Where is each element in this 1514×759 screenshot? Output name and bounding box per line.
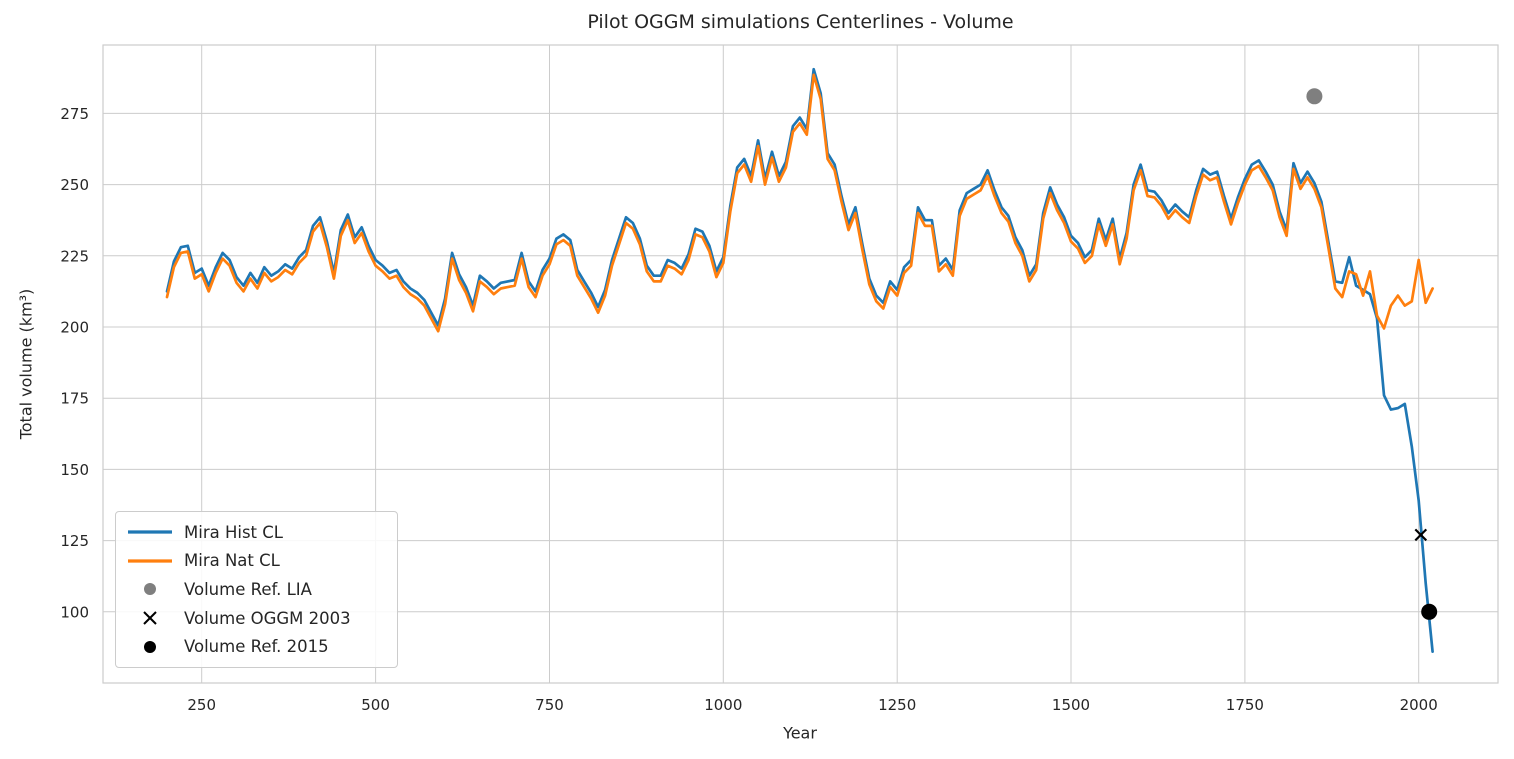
legend-x-swatch-black — [122, 608, 184, 628]
line-mira-nat-cl — [165, 73, 1434, 333]
y-tick-label-100: 100 — [60, 603, 89, 621]
x-tick-label-2000: 2000 — [1400, 696, 1438, 714]
legend-circle-swatch-black — [122, 637, 184, 657]
x-tick-label-1500: 1500 — [1052, 696, 1090, 714]
legend-circle-swatch-gray — [122, 579, 184, 599]
marker-volume-oggm-2003 — [1414, 528, 1428, 542]
legend-item-volume-oggm-2003: Volume OGGM 2003 — [122, 604, 393, 632]
x-tick-label-1750: 1750 — [1226, 696, 1264, 714]
legend-label: Volume Ref. LIA — [184, 579, 312, 599]
legend-item-volume-ref-lia: Volume Ref. LIA — [122, 575, 393, 603]
x-tick-label-250: 250 — [187, 696, 216, 714]
legend-item-mira-nat-cl: Mira Nat CL — [122, 547, 393, 575]
y-tick-label-150: 150 — [60, 461, 89, 479]
chart-title: Pilot OGGM simulations Centerlines - Vol… — [587, 11, 1014, 33]
marker-volume-ref-2015 — [1421, 603, 1438, 620]
legend-item-volume-ref-2015: Volume Ref. 2015 — [122, 633, 393, 661]
legend: Mira Hist CL Mira Nat CL Volume Ref. LIA… — [115, 511, 398, 668]
plot-border — [102, 44, 1499, 684]
y-tick-label-200: 200 — [60, 319, 89, 337]
legend-item-mira-hist-cl: Mira Hist CL — [122, 518, 393, 546]
legend-label: Mira Hist CL — [184, 522, 283, 542]
line-mira-hist-cl — [165, 67, 1434, 654]
x-mark-line — [1414, 528, 1428, 542]
y-tick-label-125: 125 — [60, 532, 89, 550]
marker-volume-ref-lia — [1306, 88, 1323, 105]
legend-line-swatch-hist — [122, 522, 184, 542]
x-tick-label-500: 500 — [361, 696, 390, 714]
legend-label: Mira Nat CL — [184, 551, 280, 571]
x-axis-label: Year — [783, 723, 817, 743]
y-tick-label-225: 225 — [60, 247, 89, 265]
legend-label: Volume Ref. 2015 — [184, 637, 329, 657]
y-tick-label-275: 275 — [60, 105, 89, 123]
x-tick-label-1250: 1250 — [878, 696, 916, 714]
y-tick-label-250: 250 — [60, 176, 89, 194]
x-tick-label-750: 750 — [535, 696, 564, 714]
x-tick-label-1000: 1000 — [704, 696, 742, 714]
legend-label: Volume OGGM 2003 — [184, 608, 351, 628]
legend-line-swatch-nat — [122, 551, 184, 571]
y-tick-label-175: 175 — [60, 390, 89, 408]
